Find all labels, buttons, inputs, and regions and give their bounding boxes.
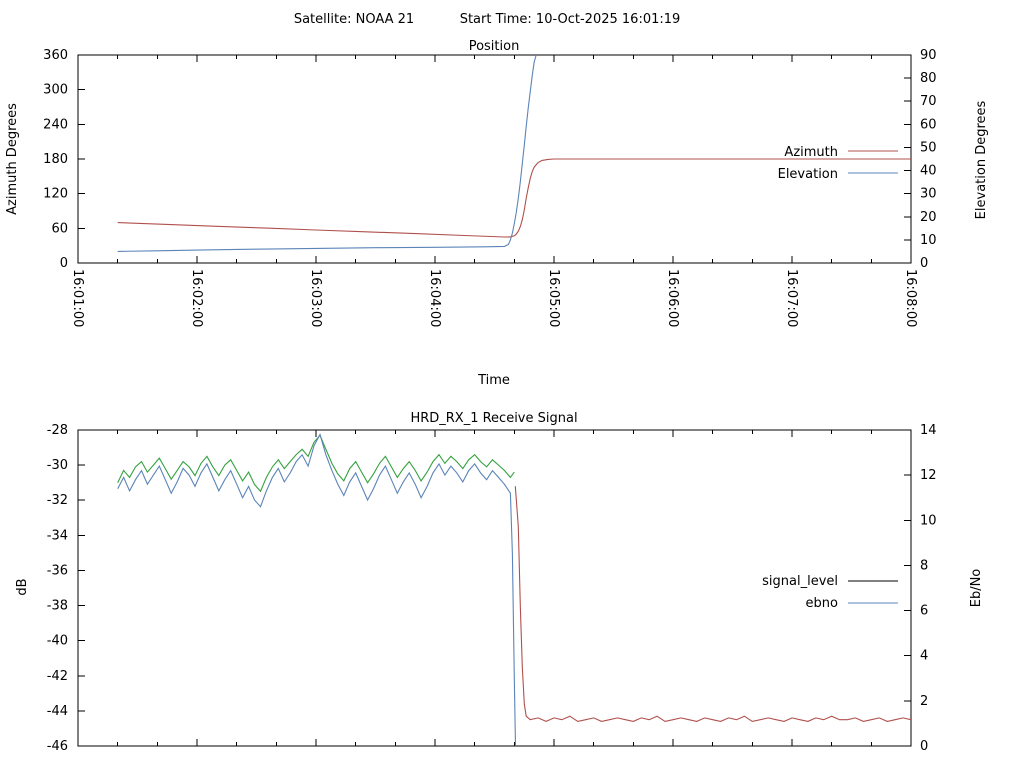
satellite-title: Satellite: NOAA 21 (294, 12, 414, 27)
y-right-tick-label: 40 (920, 164, 937, 179)
chart1-x-label: Time (477, 373, 510, 388)
y-left-tick-label: 360 (43, 48, 68, 63)
chart2-title: HRD_RX_1 Receive Signal (410, 411, 577, 426)
chart2-y-left-label: dB (15, 578, 30, 595)
y-right-tick-label: 2 (920, 694, 928, 709)
y-right-tick-label: 50 (920, 140, 937, 155)
y-right-tick-label: 8 (920, 558, 928, 573)
y-left-tick-label: 0 (60, 256, 68, 271)
y-right-tick-label: 0 (920, 256, 928, 271)
x-tick-label: 16:06:00 (665, 269, 680, 327)
x-tick-label: 16:05:00 (546, 269, 561, 327)
y-left-tick-label: -42 (47, 669, 68, 684)
x-tick-label: 16:07:00 (784, 269, 799, 327)
legend-label-ebno: ebno (806, 596, 838, 611)
series-line-elevation (117, 55, 537, 252)
legend-label-azimuth: Azimuth (784, 145, 838, 160)
series-layer (117, 55, 911, 252)
chart2-y-right-label: Eb/No (969, 569, 984, 608)
legend-label-elevation: Elevation (778, 167, 838, 182)
y-left-tick-label: -38 (47, 599, 68, 614)
y-left-tick-label: 180 (43, 152, 68, 167)
y-right-tick-label: 10 (920, 233, 937, 248)
chart1-y-left-label: Azimuth Degrees (5, 103, 20, 215)
chart1-y-right-label: Elevation Degrees (974, 100, 989, 219)
y-left-tick-label: -44 (47, 704, 68, 719)
chart1-legend: Azimuth Elevation (778, 145, 898, 182)
y-left-tick-label: 60 (51, 221, 68, 236)
y-right-tick-label: 6 (920, 604, 928, 619)
y-left-tick-label: -30 (47, 458, 68, 473)
series-line-ebno (117, 433, 517, 746)
y-left-tick-label: 240 (43, 117, 68, 132)
y-left-tick-label: -28 (47, 423, 68, 438)
position-chart: 16:01:00 16:02:00 16:03:00 16:04:00 16:05:00… (43, 48, 936, 327)
y-right-tick-label: 20 (920, 210, 937, 225)
start-time-title: Start Time: 10-Oct-2025 16:01:19 (460, 12, 681, 27)
y-left-tick-label: -46 (47, 739, 68, 754)
y-right-tick-label: 70 (920, 94, 937, 109)
series-line-signal-level (514, 486, 911, 723)
y-right-tick-label: 30 (920, 187, 937, 202)
x-tick-label: 16:01:00 (70, 269, 85, 327)
series-layer (117, 433, 911, 746)
legend-label-signal-level: signal_level (762, 574, 838, 589)
chart1-title: Position (469, 39, 520, 54)
y-right-tick-label: 14 (920, 423, 937, 438)
y-left-tick-label: -32 (47, 493, 68, 508)
y-right-tick-label: 90 (920, 48, 937, 63)
y-left-tick-label: -40 (47, 634, 68, 649)
y-right-tick-label: 80 (920, 71, 937, 86)
y-left-tick-label: -34 (47, 528, 68, 543)
y-left-tick-label: 120 (43, 187, 68, 202)
y-right-tick-label: 10 (920, 513, 937, 528)
x-tick-label: 16:04:00 (427, 269, 442, 327)
y-right-tick-label: 4 (920, 649, 928, 664)
y-left-tick-label: 300 (43, 83, 68, 98)
x-tick-label: 16:03:00 (308, 269, 323, 327)
series-line-azimuth (117, 158, 911, 238)
series-line-signal-level (117, 434, 515, 493)
plot-border (77, 429, 912, 747)
receive-signal-chart: -46 -44 -42 -40 -38 -36 -34 -32 -30 -28 0 2 4 6 8 10 12 1… (47, 423, 937, 754)
x-tick-label: 16:02:00 (189, 269, 204, 327)
x-tick-label: 16:08:00 (903, 269, 918, 327)
y-left-tick-label: -36 (47, 563, 68, 578)
y-right-tick-label: 12 (920, 468, 937, 483)
y-right-tick-label: 60 (920, 117, 937, 132)
y-right-tick-label: 0 (920, 739, 928, 754)
chart2-legend: signal_level ebno (762, 574, 898, 611)
